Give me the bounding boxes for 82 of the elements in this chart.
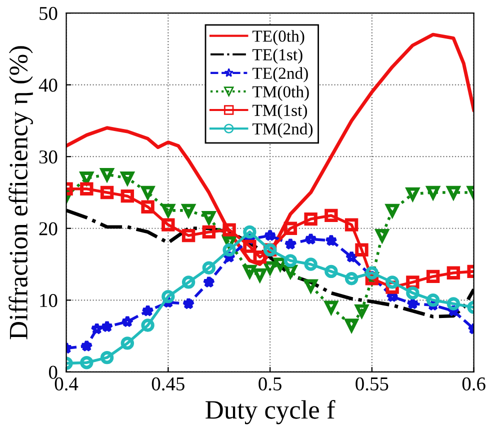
- point: [162, 204, 175, 218]
- point: [100, 186, 114, 200]
- y-tick-label: 40: [38, 78, 58, 92]
- y-tick-label: 10: [40, 294, 58, 308]
- point: [304, 232, 318, 245]
- legend-label: TM(2nd): [252, 122, 313, 138]
- point: [253, 268, 266, 282]
- point: [243, 240, 256, 253]
- y-tick-label: 0: [48, 366, 58, 379]
- point: [304, 258, 318, 271]
- point: [284, 238, 297, 250]
- point: [406, 286, 420, 300]
- point: [406, 297, 420, 310]
- point: [182, 228, 196, 242]
- point: [80, 356, 94, 370]
- x-tick-label: 0.55: [356, 377, 388, 391]
- point: [80, 339, 94, 352]
- y-axis-title: Diffraction efficiency η (%): [8, 46, 33, 340]
- point: [222, 223, 236, 236]
- x-axis-title: Duty cycle f: [206, 400, 336, 424]
- y-tick-label: 20: [39, 222, 58, 236]
- point: [406, 187, 420, 201]
- point: [386, 204, 399, 218]
- point: [141, 318, 154, 332]
- point: [141, 304, 154, 317]
- point: [202, 261, 216, 274]
- point: [345, 250, 358, 263]
- point: [100, 320, 114, 332]
- point: [121, 315, 134, 328]
- point: [162, 218, 175, 232]
- point: [426, 270, 440, 284]
- point: [426, 294, 440, 307]
- point: [222, 243, 236, 257]
- legend-label: TM(0th): [252, 86, 309, 101]
- point: [344, 318, 358, 332]
- point: [100, 350, 114, 364]
- point: [202, 225, 216, 239]
- point: [182, 276, 196, 289]
- point: [120, 336, 134, 350]
- point: [243, 225, 256, 239]
- point: [182, 204, 196, 218]
- legend-label: TE(2nd): [252, 67, 308, 82]
- point: [202, 276, 216, 288]
- point: [80, 172, 94, 185]
- point: [141, 186, 154, 200]
- point: [141, 200, 154, 214]
- point: [355, 304, 368, 318]
- x-tick-label: 0.5: [258, 377, 282, 391]
- point: [324, 264, 338, 278]
- point: [182, 297, 195, 310]
- point: [284, 254, 298, 268]
- point: [80, 182, 94, 196]
- point: [120, 172, 134, 185]
- point: [365, 266, 379, 280]
- point: [355, 243, 368, 257]
- point: [386, 276, 399, 289]
- legend-label: TE(0th): [252, 30, 304, 46]
- point: [264, 228, 276, 242]
- point: [90, 322, 104, 335]
- point: [304, 212, 318, 226]
- point: [324, 234, 338, 246]
- point: [202, 211, 216, 224]
- point: [243, 264, 256, 278]
- point: [446, 186, 460, 200]
- legend-label: TM(1st): [252, 104, 307, 120]
- point: [446, 266, 460, 280]
- y-tick-label: 50: [40, 6, 58, 20]
- y-tick-label: 30: [39, 150, 58, 164]
- point: [100, 168, 114, 182]
- x-tick-label: 0.45: [152, 377, 184, 391]
- point: [446, 297, 460, 310]
- x-tick-label: 0.4: [54, 377, 78, 391]
- point: [120, 189, 134, 203]
- point: [344, 218, 358, 232]
- point: [324, 208, 338, 222]
- point: [162, 290, 175, 304]
- point: [426, 186, 440, 200]
- legend-label: TE(1st): [252, 48, 302, 64]
- point: [344, 272, 358, 286]
- x-tick-label: 0.6: [462, 377, 486, 391]
- point: [284, 222, 298, 235]
- point: [376, 228, 389, 242]
